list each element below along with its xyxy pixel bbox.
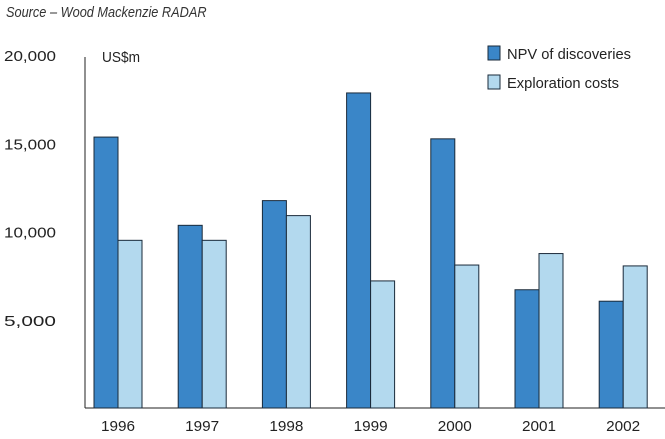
bar-npv-of-discoveries-1997 <box>177 224 203 409</box>
bar-exploration-costs-2001 <box>538 253 564 409</box>
y-tick-label: 5,000 <box>4 313 56 330</box>
legend-label: Exploration costs <box>507 75 619 92</box>
x-tick-label: 1998 <box>269 418 303 435</box>
bar-exploration-costs-1997 <box>201 239 227 409</box>
y-tick-label: 15,000 <box>4 136 56 153</box>
bar-exploration-costs-1999 <box>370 280 396 409</box>
bar-exploration-costs-2000 <box>454 264 480 409</box>
x-tick-label: 2002 <box>606 418 640 435</box>
bar-exploration-costs-2002 <box>622 265 648 409</box>
legend-label: NPV of discoveries <box>507 46 631 63</box>
bar-exploration-costs-1998 <box>285 215 311 409</box>
x-tick-label: 1996 <box>101 418 135 435</box>
x-tick-label: 2001 <box>522 418 556 435</box>
x-tick-label: 1997 <box>185 418 219 435</box>
bar-npv-of-discoveries-1996 <box>93 136 119 409</box>
y-tick-label: 10,000 <box>4 225 56 242</box>
bar-npv-of-discoveries-1998 <box>261 200 287 409</box>
source-note: Source – Wood Mackenzie RADAR <box>6 4 207 21</box>
x-tick-label: 1999 <box>354 418 388 435</box>
bar-npv-of-discoveries-2000 <box>430 138 456 409</box>
bar-npv-of-discoveries-2001 <box>514 289 540 409</box>
bar-npv-of-discoveries-1999 <box>346 92 372 409</box>
bar-exploration-costs-1996 <box>117 239 143 409</box>
bar-npv-of-discoveries-2002 <box>598 300 624 409</box>
x-tick-label: 2000 <box>438 418 472 435</box>
y-tick-label: 20,000 <box>4 48 56 65</box>
y-axis-unit: US$m <box>102 49 140 66</box>
legend-swatch <box>487 74 501 90</box>
legend-swatch <box>487 45 501 61</box>
